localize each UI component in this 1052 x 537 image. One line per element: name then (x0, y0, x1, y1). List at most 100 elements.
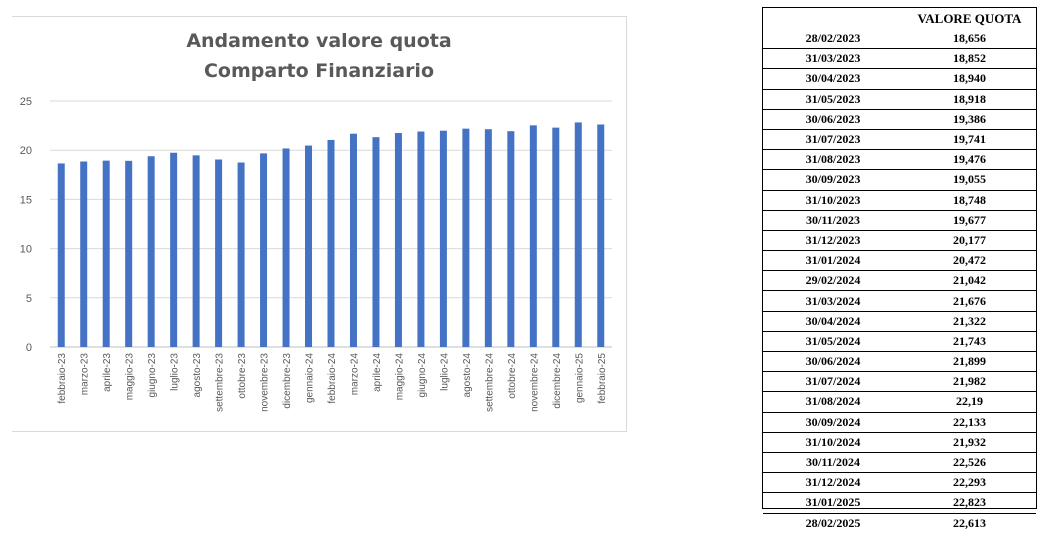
row-date: 29/02/2024 (763, 270, 903, 292)
x-tick-label: febbraio-24 (327, 353, 338, 404)
table-row: 28/02/2023 18,656 (763, 29, 1036, 50)
x-tick-label: giugno-23 (147, 353, 158, 398)
bar (507, 131, 515, 347)
row-value: 21,982 (903, 371, 1036, 393)
table-row: 29/02/2024 21,042 (763, 270, 1036, 292)
bar (237, 162, 245, 347)
table-row: 31/05/2024 21,743 (763, 331, 1036, 353)
x-tick-label: marzo-24 (349, 353, 360, 396)
row-value: 22,293 (903, 472, 1036, 494)
x-tick-label: maggio-23 (125, 353, 136, 401)
x-tick-label: gennaio-24 (305, 353, 316, 403)
row-value: 18,656 (903, 29, 1036, 50)
row-value: 22,613 (953, 515, 986, 530)
y-tick-label: 10 (20, 244, 32, 256)
row-value: 21,932 (903, 432, 1036, 453)
values-table-panel: VALORE QUOTA 28/02/2023 18,656 31/03/2023 1… (762, 7, 1037, 530)
row-value: 19,386 (903, 109, 1036, 130)
row-date: 30/11/2024 (763, 452, 903, 474)
row-value: 19,055 (903, 169, 1036, 191)
row-date: 31/03/2024 (763, 290, 903, 312)
chart-title-line-1: Andamento valore quota (186, 30, 452, 52)
chart-title-line-2: Comparto Finanziario (203, 60, 435, 82)
x-tick-label: luglio-23 (170, 353, 181, 391)
x-tick-label: settembre-24 (484, 353, 495, 412)
table-row: 30/06/2023 19,386 (763, 109, 1036, 130)
row-date: 31/01/2025 (763, 492, 903, 514)
table-row: 31/07/2024 21,982 (763, 371, 1036, 393)
bar (305, 145, 313, 347)
bar (552, 127, 560, 348)
header-value: VALORE QUOTA (917, 10, 1022, 26)
table-row: 31/01/2025 22,823 (763, 492, 1036, 514)
bar (192, 155, 200, 347)
table-row: 31/12/2023 20,177 (763, 230, 1036, 252)
bar (372, 137, 380, 347)
row-date: 31/10/2024 (763, 432, 903, 453)
row-date: 31/08/2023 (763, 149, 903, 171)
row-value: 21,042 (903, 270, 1036, 292)
bar (439, 130, 447, 347)
row-date: 31/08/2024 (763, 391, 903, 413)
table-row: 30/09/2023 19,055 (763, 169, 1036, 191)
x-tick-label: febbraio-23 (57, 353, 68, 404)
row-value: 22,823 (903, 492, 1036, 514)
bar (417, 131, 425, 347)
row-date: 30/06/2024 (763, 351, 903, 373)
row-date: 28/02/2025 (805, 515, 861, 530)
values-table: VALORE QUOTA 28/02/2023 18,656 31/03/2023 1… (763, 8, 1036, 533)
row-value: 18,748 (903, 190, 1036, 211)
bar (57, 163, 65, 347)
row-value: 22,19 (903, 391, 1036, 413)
x-tick-label: dicembre-24 (552, 353, 563, 409)
bar (80, 161, 88, 347)
bar (260, 153, 268, 347)
row-date: 28/02/2023 (763, 29, 903, 50)
table-header-row: VALORE QUOTA (763, 8, 1036, 29)
table-row: 31/07/2023 19,741 (763, 129, 1036, 151)
table-row: 30/04/2023 18,940 (763, 68, 1036, 90)
x-tick-label: ottobre-23 (237, 353, 248, 399)
table-row: 31/08/2023 19,476 (763, 149, 1036, 171)
y-tick-label: 0 (26, 342, 32, 354)
x-tick-label: ottobre-24 (507, 353, 518, 399)
x-tick-label: aprile-24 (372, 353, 383, 392)
table-row: 31/03/2024 21,676 (763, 290, 1036, 312)
y-tick-label: 20 (20, 145, 32, 157)
bar (215, 159, 223, 347)
row-date: 31/03/2023 (763, 48, 903, 70)
bar (349, 133, 357, 347)
row-value: 18,852 (903, 48, 1036, 70)
row-value: 20,472 (903, 250, 1036, 272)
table-row: 31/08/2024 22,19 (763, 391, 1036, 413)
row-date: 31/05/2023 (763, 89, 903, 110)
row-date: 31/12/2024 (763, 472, 903, 494)
x-tick-label: marzo-23 (80, 353, 91, 396)
row-value: 22,133 (903, 412, 1036, 433)
x-tick-label: gennaio-25 (574, 353, 585, 403)
row-date: 31/07/2023 (763, 129, 903, 151)
table-row: 30/06/2024 21,899 (763, 351, 1036, 373)
row-value: 21,743 (903, 331, 1036, 353)
row-date: 30/04/2023 (763, 68, 903, 90)
bar (170, 152, 178, 347)
y-tick-label: 5 (26, 293, 32, 305)
header-date (763, 8, 903, 29)
row-value: 21,899 (903, 351, 1036, 373)
row-value: 22,526 (903, 452, 1036, 474)
row-value: 21,322 (903, 311, 1036, 332)
bar (484, 129, 492, 347)
table-row: 30/11/2023 19,677 (763, 210, 1036, 231)
row-value: 21,676 (903, 290, 1036, 312)
row-date: 30/09/2023 (763, 169, 903, 191)
bar (462, 128, 470, 347)
row-value: 19,741 (903, 129, 1036, 151)
table-row: 30/11/2024 22,526 (763, 452, 1036, 474)
bar (102, 160, 110, 347)
table-row: 28/02/2025 22,613 (763, 513, 1036, 533)
bar (597, 124, 605, 347)
bar (574, 122, 582, 347)
bar (529, 125, 537, 347)
x-tick-label: aprile-23 (102, 353, 113, 392)
x-tick-label: agosto-24 (462, 353, 473, 398)
